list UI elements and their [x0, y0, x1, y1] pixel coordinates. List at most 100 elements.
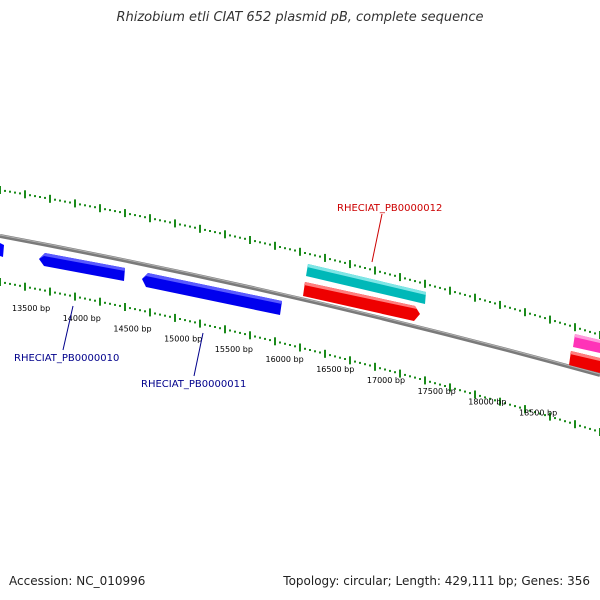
minor-tick — [334, 355, 336, 357]
minor-tick — [394, 371, 396, 373]
minor-tick — [39, 289, 41, 291]
minor-tick — [304, 348, 306, 350]
scale-label: 15000 bp — [164, 335, 202, 344]
minor-tick — [414, 280, 416, 282]
topology-summary: Topology: circular; Length: 429,111 bp; … — [283, 574, 590, 588]
minor-tick — [69, 202, 71, 204]
major-tick — [299, 344, 301, 352]
minor-tick — [294, 250, 296, 252]
minor-tick — [534, 314, 536, 316]
minor-tick — [109, 209, 111, 211]
major-tick — [249, 236, 251, 244]
minor-tick — [119, 211, 121, 213]
minor-tick — [19, 285, 21, 287]
minor-tick — [234, 331, 236, 333]
major-tick — [474, 294, 476, 302]
minor-tick — [259, 241, 261, 243]
major-tick — [574, 420, 576, 428]
minor-tick — [539, 316, 541, 318]
minor-tick — [394, 275, 396, 277]
major-tick — [49, 195, 51, 203]
minor-tick — [419, 282, 421, 284]
minor-tick — [59, 293, 61, 295]
scale-label: 16000 bp — [266, 355, 304, 364]
minor-tick — [54, 292, 56, 294]
major-tick — [74, 293, 76, 301]
minor-tick — [379, 367, 381, 369]
minor-tick — [104, 302, 106, 304]
major-tick — [499, 301, 501, 309]
major-tick — [124, 209, 126, 217]
minor-tick — [389, 370, 391, 372]
minor-tick — [59, 200, 61, 202]
minor-tick — [114, 210, 116, 212]
minor-tick — [89, 299, 91, 301]
major-tick — [224, 230, 226, 238]
scale-label: 15500 bp — [215, 345, 253, 354]
scale-label: 18000 bp — [468, 398, 506, 407]
major-tick — [424, 376, 426, 384]
minor-tick — [454, 291, 456, 293]
minor-tick — [119, 305, 121, 307]
minor-tick — [189, 320, 191, 322]
minor-tick — [584, 329, 586, 331]
major-tick — [24, 283, 26, 291]
minor-tick — [239, 332, 241, 334]
minor-tick — [419, 378, 421, 380]
minor-tick — [234, 236, 236, 238]
minor-tick — [579, 328, 581, 330]
major-tick — [274, 337, 276, 345]
gene-left-edge[interactable] — [0, 243, 4, 257]
minor-tick — [509, 404, 511, 406]
minor-tick — [159, 314, 161, 316]
minor-tick — [284, 247, 286, 249]
minor-tick — [34, 288, 36, 290]
minor-tick — [479, 298, 481, 300]
minor-tick — [354, 264, 356, 266]
minor-tick — [14, 192, 16, 194]
minor-tick — [594, 429, 596, 431]
minor-tick — [294, 345, 296, 347]
major-tick — [149, 308, 151, 316]
scale-label: 13500 bp — [12, 304, 50, 313]
minor-tick — [229, 330, 231, 332]
minor-tick — [44, 290, 46, 292]
minor-tick — [459, 389, 461, 391]
minor-tick — [14, 284, 16, 286]
minor-tick — [139, 215, 141, 217]
minor-tick — [434, 286, 436, 288]
minor-tick — [94, 300, 96, 302]
minor-tick — [279, 246, 281, 248]
minor-tick — [264, 242, 266, 244]
minor-tick — [109, 303, 111, 305]
scale-label: 17500 bp — [418, 387, 456, 396]
minor-tick — [364, 363, 366, 365]
major-tick — [424, 280, 426, 288]
minor-tick — [209, 230, 211, 232]
minor-tick — [494, 302, 496, 304]
minor-tick — [569, 422, 571, 424]
major-tick — [99, 204, 101, 212]
minor-tick — [329, 354, 331, 356]
major-tick — [99, 298, 101, 306]
major-tick — [374, 363, 376, 371]
gene-pink[interactable] — [573, 334, 600, 353]
minor-tick — [519, 310, 521, 312]
minor-tick — [319, 352, 321, 354]
major-tick — [0, 278, 1, 286]
minor-tick — [384, 369, 386, 371]
major-tick — [374, 267, 376, 275]
minor-tick — [469, 295, 471, 297]
minor-tick — [409, 375, 411, 377]
minor-tick — [214, 231, 216, 233]
minor-tick — [369, 365, 371, 367]
minor-tick — [564, 420, 566, 422]
label-RHECIAT_PB0000011[interactable]: RHECIAT_PB0000011 — [141, 379, 246, 390]
label-RHECIAT_PB0000012[interactable]: RHECIAT_PB0000012 — [337, 203, 442, 214]
label-RHECIAT_PB0000010[interactable]: RHECIAT_PB0000010 — [14, 353, 119, 364]
major-tick — [49, 288, 51, 296]
scale-label: 14500 bp — [113, 324, 151, 333]
major-tick — [449, 287, 451, 295]
major-tick — [149, 214, 151, 222]
minor-tick — [219, 232, 221, 234]
